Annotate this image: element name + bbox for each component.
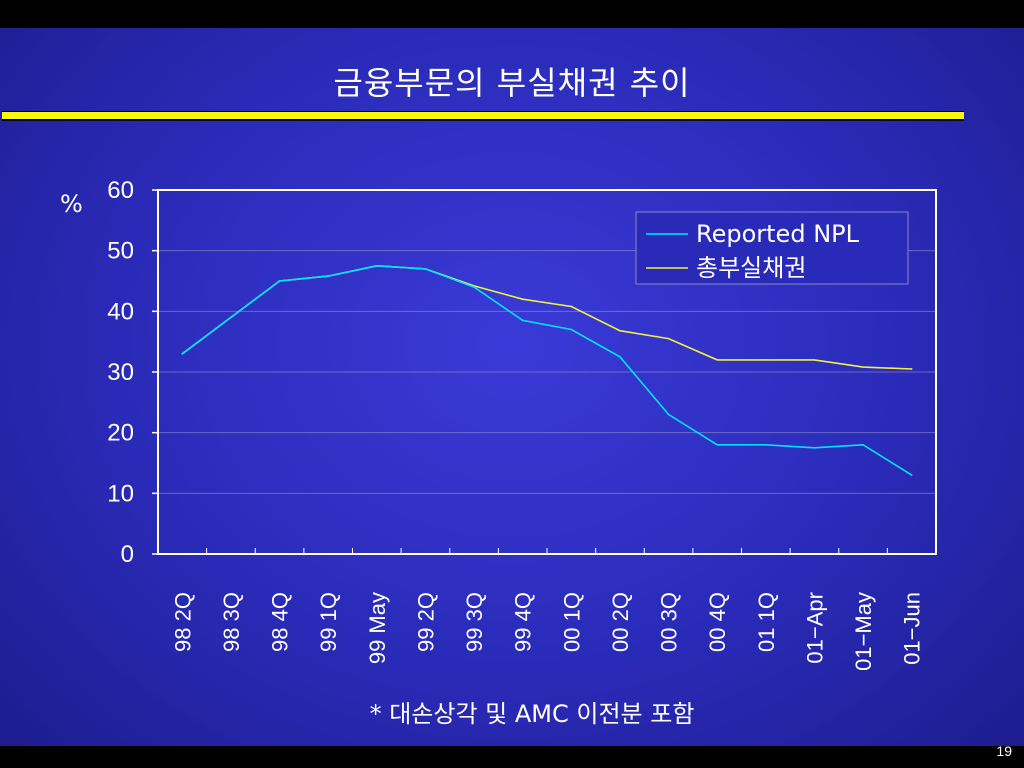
x-tick-label: 99 3Q bbox=[462, 592, 487, 652]
data-point bbox=[910, 474, 913, 476]
y-tick-label: 40 bbox=[107, 298, 134, 325]
x-tick-label: 99 1Q bbox=[316, 592, 341, 652]
data-point bbox=[570, 305, 573, 308]
data-point bbox=[667, 337, 670, 340]
x-tick-label: 99 May bbox=[365, 592, 390, 664]
title-underline bbox=[2, 111, 964, 121]
bottom-band bbox=[0, 746, 1024, 768]
data-point bbox=[765, 359, 767, 361]
x-tick-label: 00 4Q bbox=[705, 592, 730, 652]
series-line-reported-npl bbox=[181, 264, 913, 476]
data-point bbox=[521, 298, 524, 301]
legend-label: 총부실채권 bbox=[696, 254, 806, 282]
data-point bbox=[813, 447, 816, 449]
x-tick-label: 00 1Q bbox=[559, 592, 584, 652]
x-tick-label: 01−Apr bbox=[802, 592, 827, 664]
y-tick-label: 20 bbox=[107, 420, 134, 447]
x-tick-label: 00 3Q bbox=[657, 592, 682, 652]
slide-title: 금융부문의 부실채권 추이 bbox=[333, 64, 691, 102]
data-point bbox=[327, 275, 329, 277]
data-point bbox=[424, 268, 427, 270]
data-point bbox=[521, 319, 524, 322]
page-number: 19 bbox=[996, 743, 1012, 759]
x-tick-label: 98 2Q bbox=[170, 592, 195, 652]
data-point bbox=[619, 356, 621, 358]
data-point bbox=[570, 328, 573, 331]
data-point bbox=[813, 359, 816, 361]
data-point bbox=[765, 444, 767, 446]
footnote: * 대손상각 및 AMC 이전분 포함 bbox=[369, 700, 695, 728]
y-axis-unit-label: % bbox=[60, 190, 83, 218]
x-tick-label: 98 3Q bbox=[219, 592, 244, 652]
data-point bbox=[716, 359, 718, 361]
y-tick-label: 0 bbox=[121, 541, 134, 568]
y-tick-label: 10 bbox=[107, 480, 134, 507]
x-tick-label: 01 1Q bbox=[754, 592, 779, 652]
data-point bbox=[667, 413, 670, 416]
x-tick-label: 99 4Q bbox=[511, 592, 536, 652]
data-point bbox=[862, 444, 864, 446]
y-tick-label: 60 bbox=[107, 177, 134, 204]
data-point bbox=[862, 366, 864, 368]
x-tick-label: 99 2Q bbox=[413, 592, 438, 652]
x-tick-label: 01−May bbox=[851, 592, 876, 671]
data-point bbox=[181, 353, 184, 355]
data-point bbox=[376, 265, 378, 267]
data-point bbox=[910, 368, 913, 370]
y-tick-label: 30 bbox=[107, 359, 134, 386]
y-tick-label: 50 bbox=[107, 238, 134, 265]
top-band bbox=[0, 0, 1024, 28]
legend-box bbox=[635, 211, 909, 285]
data-point bbox=[716, 444, 718, 446]
legend-label: Reported NPL bbox=[696, 220, 860, 248]
x-tick-label: 01−Jun bbox=[900, 592, 925, 665]
data-point bbox=[619, 329, 621, 332]
x-tick-label: 00 2Q bbox=[608, 592, 633, 652]
data-point bbox=[473, 286, 475, 288]
x-tick-label: 98 4Q bbox=[268, 592, 293, 652]
data-point bbox=[278, 280, 281, 282]
data-point bbox=[230, 316, 232, 319]
